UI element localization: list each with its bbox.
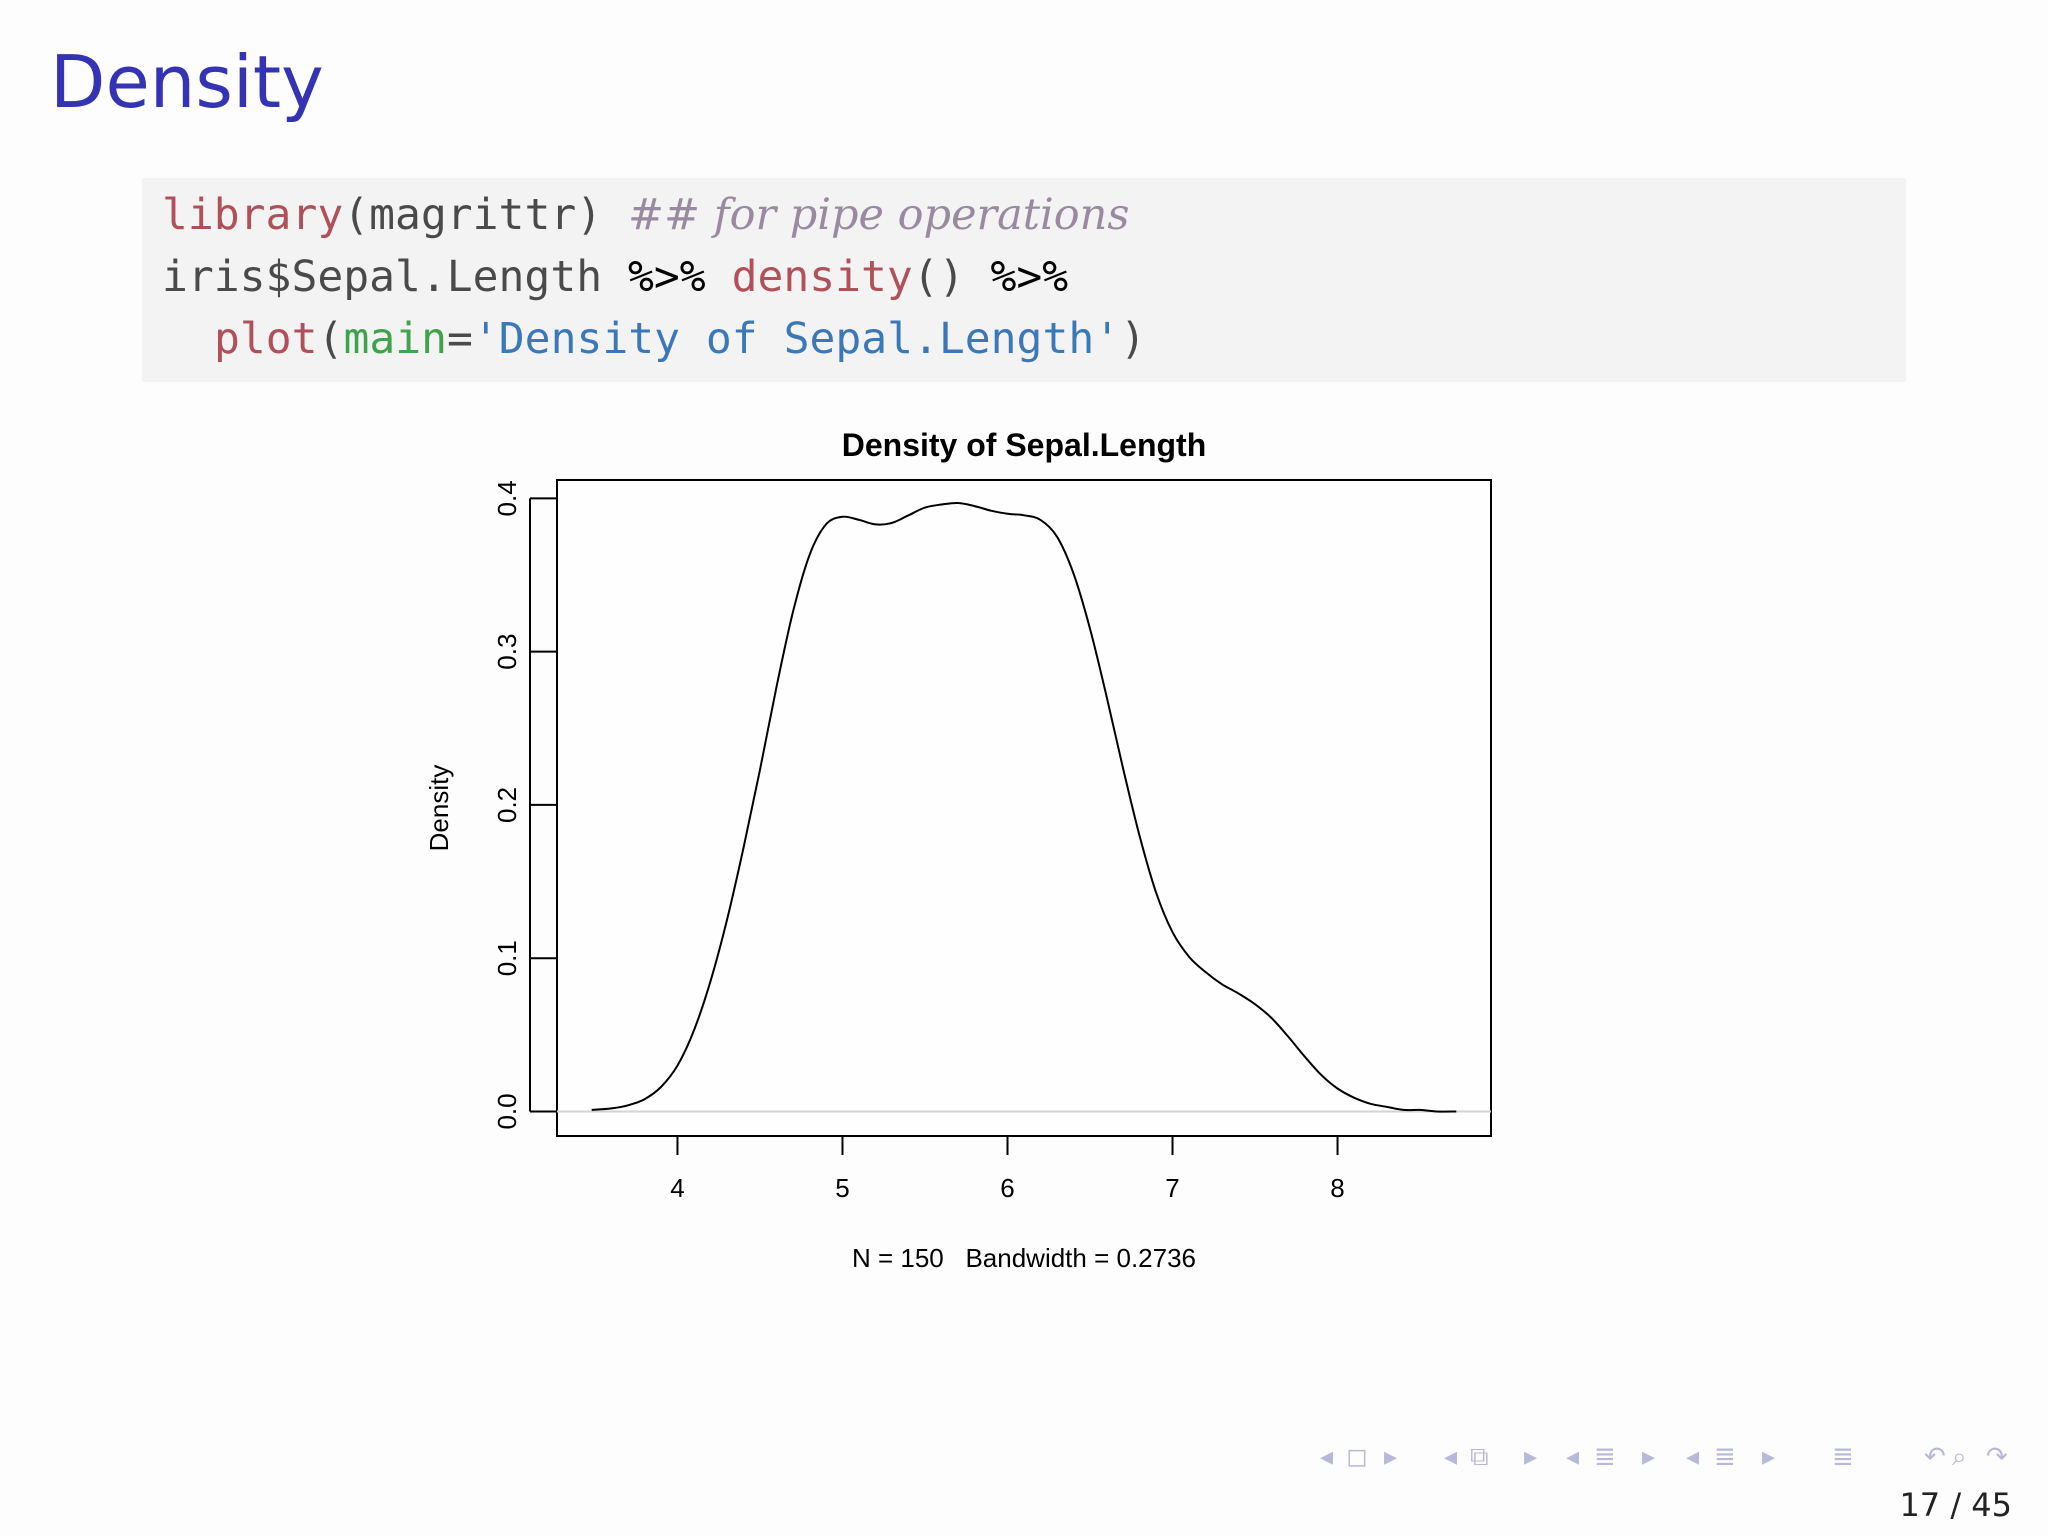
- nav-left-arrow-icon[interactable]: ◂: [1686, 1442, 1700, 1472]
- search-icon[interactable]: ⌕: [1952, 1442, 1967, 1472]
- code-line-2: iris$Sepal.Length %>% density() %>%: [162, 252, 1068, 302]
- code-object: iris$Sepal.Length: [162, 252, 603, 302]
- subsection-icon[interactable]: ⧉: [1470, 1442, 1489, 1472]
- nav-right-arrow-icon[interactable]: ▸: [1524, 1442, 1538, 1472]
- y-tick-label: 0.1: [492, 940, 522, 976]
- nav-left-arrow-icon[interactable]: ◂: [1566, 1442, 1580, 1472]
- chart-title: Density of Sepal.Length: [842, 427, 1206, 463]
- y-tick-label: 0.2: [492, 787, 522, 823]
- y-tick-label: 0.0: [492, 1093, 522, 1129]
- code-function: plot: [214, 314, 318, 364]
- page-total: 45: [1971, 1486, 2012, 1524]
- code-comment: ## for pipe operations: [628, 190, 1130, 240]
- code-paren: (: [343, 190, 370, 240]
- y-tick-label: 0.3: [492, 634, 522, 670]
- code-string: 'Density of Sepal.Length': [472, 314, 1121, 364]
- code-argument: magrittr: [369, 190, 577, 240]
- x-tick-label: 7: [1165, 1173, 1179, 1203]
- code-equals: =: [447, 314, 473, 364]
- density-curve: [591, 501, 1457, 1113]
- slide-title: Density: [50, 40, 324, 124]
- code-function: library: [162, 190, 344, 240]
- code-pipe-operator: %>%: [990, 252, 1069, 302]
- code-paren: ): [576, 190, 603, 240]
- toc-icon[interactable]: ≣: [1714, 1442, 1736, 1472]
- x-tick-label: 4: [670, 1173, 684, 1203]
- y-axis-label: Density: [424, 765, 454, 852]
- y-tick-label: 0.4: [492, 480, 522, 516]
- code-paren: (): [912, 252, 965, 302]
- forward-icon[interactable]: ↷: [1986, 1442, 2008, 1472]
- back-icon[interactable]: ↶: [1924, 1442, 1946, 1472]
- code-argument-name: main: [343, 314, 448, 364]
- x-tick-label: 8: [1330, 1173, 1344, 1203]
- code-line-3: plot(main='Density of Sepal.Length'): [214, 314, 1146, 364]
- nav-left-arrow-icon[interactable]: ◂: [1320, 1442, 1334, 1472]
- plot-box: [556, 479, 1492, 1137]
- appendix-icon[interactable]: ≣: [1832, 1442, 1854, 1472]
- x-axis: 4 5 6 7 8: [670, 1135, 1345, 1203]
- page-current: 17: [1899, 1486, 1941, 1524]
- x-tick-label: 6: [1000, 1173, 1014, 1203]
- code-pipe-operator: %>%: [628, 252, 706, 302]
- code-paren: (: [317, 314, 344, 364]
- frame-icon[interactable]: ◻: [1346, 1442, 1368, 1472]
- code-function: density: [731, 252, 913, 302]
- nav-right-arrow-icon[interactable]: ▸: [1762, 1442, 1776, 1472]
- nav-right-arrow-icon[interactable]: ▸: [1384, 1442, 1398, 1472]
- nav-right-arrow-icon[interactable]: ▸: [1642, 1442, 1656, 1472]
- page-number: 17 / 45: [1899, 1486, 2012, 1524]
- section-icon[interactable]: ≣: [1594, 1442, 1616, 1472]
- code-block: library(magrittr) ## for pipe operations…: [142, 178, 1906, 382]
- x-tick-label: 5: [835, 1173, 849, 1203]
- code-line-1: library(magrittr) ## for pipe operations: [162, 190, 1129, 240]
- x-axis-label: N = 150 Bandwidth = 0.2736: [852, 1243, 1196, 1273]
- code-paren: ): [1120, 314, 1147, 364]
- nav-left-arrow-icon[interactable]: ◂: [1444, 1442, 1458, 1472]
- page-separator: /: [1950, 1486, 1962, 1524]
- beamer-navigation: ◂ ◻ ▸ ◂ ⧉ ▸ ◂ ≣ ▸ ◂ ≣ ▸ ≣ ↶ ⌕ ↷: [1320, 1442, 2030, 1482]
- y-axis: 0.0 0.1 0.2 0.3 0.4: [492, 480, 557, 1130]
- density-chart: Density of Sepal.Length 0.00.10.20.30.4 …: [424, 427, 1492, 1273]
